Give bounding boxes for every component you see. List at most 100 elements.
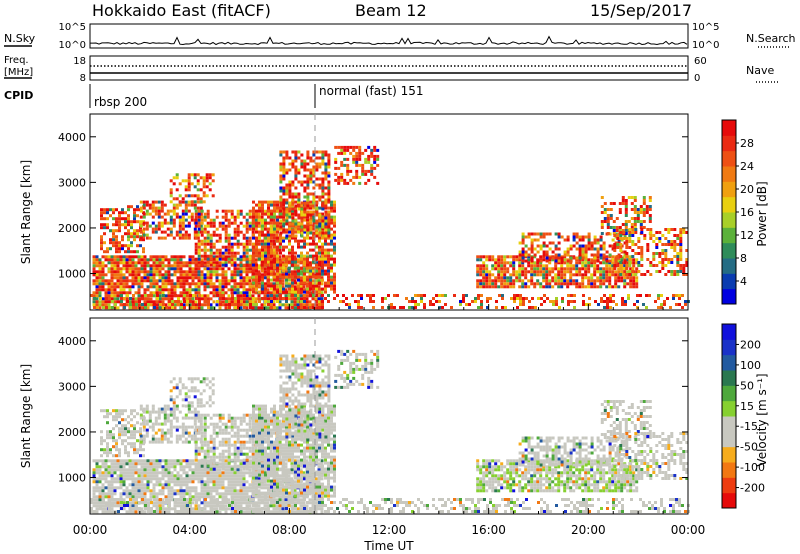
power-cell bbox=[245, 288, 249, 292]
power-cell bbox=[390, 303, 393, 306]
power-cell bbox=[167, 279, 171, 283]
power-cell bbox=[539, 270, 543, 274]
power-cell bbox=[103, 223, 106, 227]
power-cell bbox=[133, 250, 136, 254]
power-cell bbox=[221, 254, 225, 258]
power-cell bbox=[312, 216, 316, 220]
power-cell bbox=[291, 290, 294, 294]
power-cell bbox=[628, 270, 632, 273]
power-cell bbox=[245, 230, 249, 234]
power-cell bbox=[615, 229, 619, 232]
power-cell bbox=[95, 261, 99, 265]
power-cell bbox=[632, 282, 636, 286]
power-cell bbox=[346, 166, 350, 170]
power-cell bbox=[291, 201, 295, 205]
power-cell bbox=[258, 209, 261, 213]
power-cell bbox=[169, 200, 173, 204]
power-cell bbox=[545, 232, 549, 236]
power-cell bbox=[239, 261, 243, 265]
power-cell bbox=[101, 264, 105, 268]
velocity-cell bbox=[218, 510, 222, 514]
velocity-cell bbox=[227, 471, 231, 475]
power-cell bbox=[551, 270, 555, 274]
power-cell bbox=[272, 294, 276, 298]
velocity-cell bbox=[197, 504, 201, 508]
power-cell bbox=[197, 242, 201, 246]
power-cell bbox=[154, 224, 158, 228]
power-cell bbox=[290, 300, 294, 304]
power-cell bbox=[539, 235, 543, 239]
power-cell bbox=[198, 303, 201, 306]
power-cell bbox=[678, 303, 681, 306]
velocity-cell bbox=[92, 495, 96, 499]
power-cell bbox=[131, 282, 135, 286]
power-cell bbox=[127, 244, 130, 248]
power-cell bbox=[178, 224, 182, 228]
power-cell bbox=[92, 270, 96, 274]
power-cell bbox=[524, 282, 528, 286]
power-cell bbox=[609, 294, 612, 297]
power-cell bbox=[622, 273, 626, 276]
power-cell bbox=[609, 214, 613, 217]
velocity-cell bbox=[98, 468, 102, 472]
power-cell bbox=[602, 282, 606, 286]
power-cell bbox=[519, 297, 522, 300]
power-cell bbox=[327, 162, 331, 166]
power-cell bbox=[140, 306, 144, 310]
power-cell bbox=[112, 238, 115, 242]
power-cell bbox=[267, 275, 270, 279]
power-cell bbox=[603, 300, 606, 303]
power-cell bbox=[357, 306, 360, 309]
power-cell bbox=[581, 282, 585, 286]
power-cell bbox=[227, 294, 231, 298]
power-cell bbox=[184, 218, 188, 222]
power-cell bbox=[297, 180, 301, 184]
power-cell bbox=[177, 303, 180, 306]
velocity-cell bbox=[116, 486, 120, 490]
power-cell bbox=[555, 303, 558, 306]
power-cell bbox=[95, 288, 99, 292]
velocity-cell bbox=[218, 462, 222, 466]
power-cell bbox=[149, 264, 153, 268]
power-cell bbox=[612, 220, 616, 223]
velocity-cell bbox=[194, 507, 198, 511]
power-cell bbox=[679, 264, 683, 267]
power-cell bbox=[239, 212, 243, 216]
power-cell bbox=[572, 232, 576, 236]
power-cell bbox=[343, 148, 347, 152]
power-cell bbox=[321, 207, 325, 211]
power-cell bbox=[624, 226, 628, 229]
power-cell bbox=[191, 273, 195, 277]
power-cell bbox=[314, 282, 318, 286]
power-cell bbox=[303, 180, 307, 184]
power-cell bbox=[227, 245, 231, 249]
power-cell bbox=[282, 245, 285, 249]
power-cell bbox=[158, 267, 162, 271]
power-cell bbox=[197, 306, 201, 310]
power-cell bbox=[340, 172, 344, 176]
power-cell bbox=[272, 239, 276, 243]
power-cell bbox=[596, 259, 600, 263]
power-cell bbox=[148, 203, 152, 207]
power-cell bbox=[230, 263, 234, 267]
power-cell bbox=[197, 257, 201, 261]
power-cell bbox=[273, 203, 276, 207]
power-cell bbox=[614, 279, 618, 283]
power-cell bbox=[611, 285, 615, 289]
power-cell bbox=[294, 272, 297, 276]
velocity-cell bbox=[107, 483, 111, 487]
power-cell bbox=[312, 254, 315, 258]
power-cell bbox=[291, 245, 294, 249]
velocity-cell bbox=[140, 480, 144, 484]
power-cell bbox=[563, 282, 567, 286]
power-cell bbox=[315, 162, 319, 166]
power-cell bbox=[273, 284, 276, 288]
power-cell bbox=[373, 145, 377, 149]
power-cell bbox=[140, 294, 144, 298]
power-cell bbox=[276, 278, 279, 282]
power-cell bbox=[297, 204, 301, 208]
power-cell bbox=[185, 261, 189, 265]
power-cell bbox=[115, 220, 118, 224]
velocity-cell bbox=[173, 480, 177, 484]
power-cell bbox=[218, 291, 222, 295]
